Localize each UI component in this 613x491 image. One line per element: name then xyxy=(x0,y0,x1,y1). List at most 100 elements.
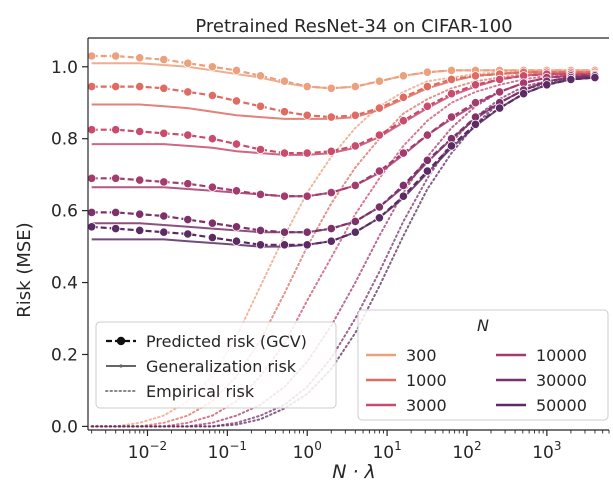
predicted-point-50000 xyxy=(422,166,432,176)
predicted-point-300 xyxy=(374,76,384,86)
predicted-series-group xyxy=(88,51,600,250)
y-tick-label: 1.0 xyxy=(51,58,78,78)
predicted-point-50000 xyxy=(302,240,312,250)
predicted-point-50000 xyxy=(231,236,242,246)
predicted-point-300 xyxy=(446,65,457,76)
predicted-point-50000 xyxy=(279,240,290,250)
predicted-point-30000 xyxy=(350,216,360,226)
legend-predicted-marker xyxy=(116,336,126,346)
chart-title: Pretrained ResNet-34 on CIFAR-100 xyxy=(195,16,512,37)
predicted-point-1000 xyxy=(231,96,242,106)
predicted-point-3000 xyxy=(279,148,290,158)
legend-n-label: 1000 xyxy=(406,371,447,390)
x-tick-exponent: −1 xyxy=(229,439,247,453)
predicted-point-3000 xyxy=(446,89,457,99)
predicted-point-30000 xyxy=(207,218,217,228)
predicted-line-1000 xyxy=(91,71,595,119)
predicted-point-50000 xyxy=(542,80,552,90)
x-tick-exponent: −2 xyxy=(149,439,167,453)
legend-style-label: Generalization risk xyxy=(146,357,297,376)
predicted-point-50000 xyxy=(470,119,481,129)
predicted-point-50000 xyxy=(446,141,457,151)
predicted-point-1000 xyxy=(207,90,217,101)
y-tick-label: 0.8 xyxy=(51,130,78,150)
predicted-point-3000 xyxy=(350,141,360,151)
predicted-point-10000 xyxy=(374,166,384,176)
predicted-point-50000 xyxy=(398,191,408,201)
predicted-point-50000 xyxy=(374,213,384,223)
empirical-line-50000 xyxy=(90,76,596,428)
predicted-point-10000 xyxy=(111,173,121,183)
x-tick-label: 10−1 xyxy=(208,439,247,463)
predicted-point-10000 xyxy=(494,87,505,97)
predicted-point-1000 xyxy=(446,74,457,85)
x-tick-exponent: 1 xyxy=(394,439,402,453)
predicted-point-50000 xyxy=(494,103,505,113)
predicted-line-30000 xyxy=(91,74,595,234)
predicted-point-1000 xyxy=(183,87,193,97)
predicted-point-30000 xyxy=(422,155,432,165)
predicted-point-300 xyxy=(422,67,432,77)
predicted-point-50000 xyxy=(183,229,193,239)
predicted-point-30000 xyxy=(135,209,145,219)
predicted-point-50000 xyxy=(255,240,266,250)
x-tick-label: 101 xyxy=(372,439,401,463)
predicted-line-10000 xyxy=(91,73,595,198)
x-tick-exponent: 3 xyxy=(554,439,562,453)
predicted-point-30000 xyxy=(159,211,169,221)
predicted-point-3000 xyxy=(231,139,242,149)
predicted-point-3000 xyxy=(183,130,193,140)
predicted-point-1000 xyxy=(398,92,408,102)
predicted-point-3000 xyxy=(398,116,408,126)
generalization-line-30000 xyxy=(91,74,595,234)
predicted-point-300 xyxy=(207,62,217,72)
predicted-point-300 xyxy=(159,54,169,65)
predicted-point-30000 xyxy=(326,224,336,234)
predicted-line-3000 xyxy=(91,72,595,155)
predicted-point-3000 xyxy=(470,80,481,90)
predicted-point-300 xyxy=(350,82,360,92)
predicted-point-30000 xyxy=(183,215,193,225)
legend-style: Predicted risk (GCV) Generalization risk E… xyxy=(95,321,337,409)
predicted-point-1000 xyxy=(255,101,266,111)
predicted-point-50000 xyxy=(111,224,121,234)
predicted-point-3000 xyxy=(88,125,97,135)
predicted-point-50000 xyxy=(159,227,169,237)
predicted-point-10000 xyxy=(231,186,242,196)
x-tick-exponent: 2 xyxy=(474,439,482,453)
predicted-point-30000 xyxy=(279,227,290,237)
y-axis-label: Risk (MSE) xyxy=(14,222,35,317)
legend-n-frame xyxy=(357,309,609,421)
predicted-point-300 xyxy=(326,83,336,93)
legend-n-label: 10000 xyxy=(536,346,587,365)
predicted-point-1000 xyxy=(350,110,360,120)
predicted-point-10000 xyxy=(88,173,97,183)
predicted-point-3000 xyxy=(255,144,266,155)
predicted-point-30000 xyxy=(374,202,384,212)
predicted-point-10000 xyxy=(255,189,266,199)
predicted-point-30000 xyxy=(398,180,408,190)
legend-n-label: 300 xyxy=(406,346,437,365)
predicted-point-50000 xyxy=(590,73,600,83)
legend-style-label: Empirical risk xyxy=(146,382,255,401)
predicted-point-1000 xyxy=(279,107,290,117)
predicted-point-50000 xyxy=(518,89,529,99)
generalization-line-3000 xyxy=(91,73,595,156)
legend-generalization-marker xyxy=(119,364,123,368)
predicted-point-10000 xyxy=(207,182,217,192)
predicted-point-3000 xyxy=(111,125,121,135)
predicted-point-1000 xyxy=(374,103,384,113)
predicted-point-10000 xyxy=(159,177,169,187)
empirical-line-1000 xyxy=(90,71,596,428)
generalization-line-1000 xyxy=(91,71,595,120)
legend-n-title: N xyxy=(477,316,489,335)
predicted-point-10000 xyxy=(398,148,408,158)
legend-n: N 300 1000 3000 10000 30000 50000 xyxy=(357,309,609,421)
empirical-line-30000 xyxy=(90,74,596,428)
predicted-point-1000 xyxy=(470,71,481,81)
predicted-point-10000 xyxy=(183,179,193,189)
predicted-line-300 xyxy=(91,54,595,90)
legend-n-label: 50000 xyxy=(536,396,587,415)
predicted-point-1000 xyxy=(111,82,121,92)
predicted-point-3000 xyxy=(374,130,384,140)
